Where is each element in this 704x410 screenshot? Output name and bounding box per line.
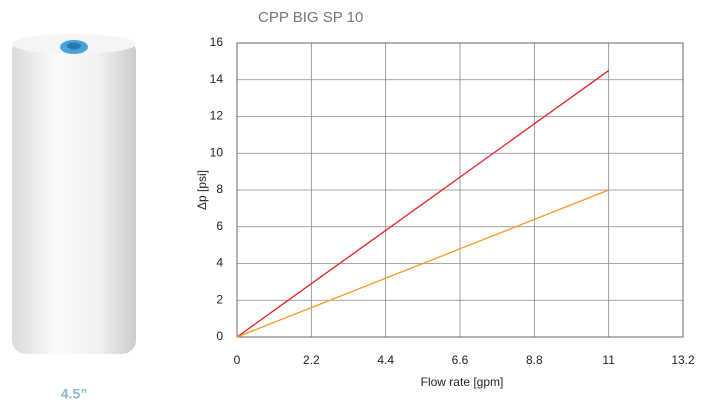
x-tick-label: 13.2 [671, 353, 695, 367]
x-axis-label: Flow rate [gpm] [421, 375, 504, 389]
x-tick-label: 2.2 [303, 353, 320, 367]
y-tick-label: 14 [210, 72, 224, 86]
filter-image [12, 34, 136, 354]
series-line [236, 70, 610, 338]
x-tick-label: 4.4 [377, 353, 394, 367]
y-tick-label: 16 [210, 35, 224, 49]
chart-title: CPP BIG SP 10 [258, 9, 363, 26]
y-tick-label: 6 [216, 219, 223, 233]
y-tick-label: 12 [210, 109, 224, 123]
image-caption: 4.5” [61, 386, 87, 402]
x-tick-label: 11 [602, 353, 615, 367]
y-tick-label: 0 [216, 329, 223, 343]
y-tick-label: 4 [216, 256, 223, 270]
y-tick-label: 8 [216, 182, 223, 196]
plot-frame [236, 42, 684, 338]
x-tick-label: 0 [234, 353, 241, 367]
x-tick-label: 6.6 [452, 353, 469, 367]
y-tick-label: 10 [210, 145, 224, 159]
series-line [236, 189, 609, 338]
y-axis-label: Δp [psi] [195, 170, 209, 210]
x-tick-label: 8.8 [526, 353, 543, 367]
y-tick-label: 2 [216, 292, 223, 306]
